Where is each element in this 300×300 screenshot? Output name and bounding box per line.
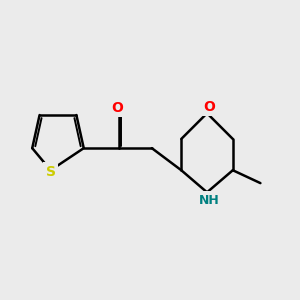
Text: O: O bbox=[203, 100, 215, 114]
Text: NH: NH bbox=[199, 194, 219, 207]
Text: S: S bbox=[46, 165, 56, 179]
Text: O: O bbox=[111, 101, 123, 115]
